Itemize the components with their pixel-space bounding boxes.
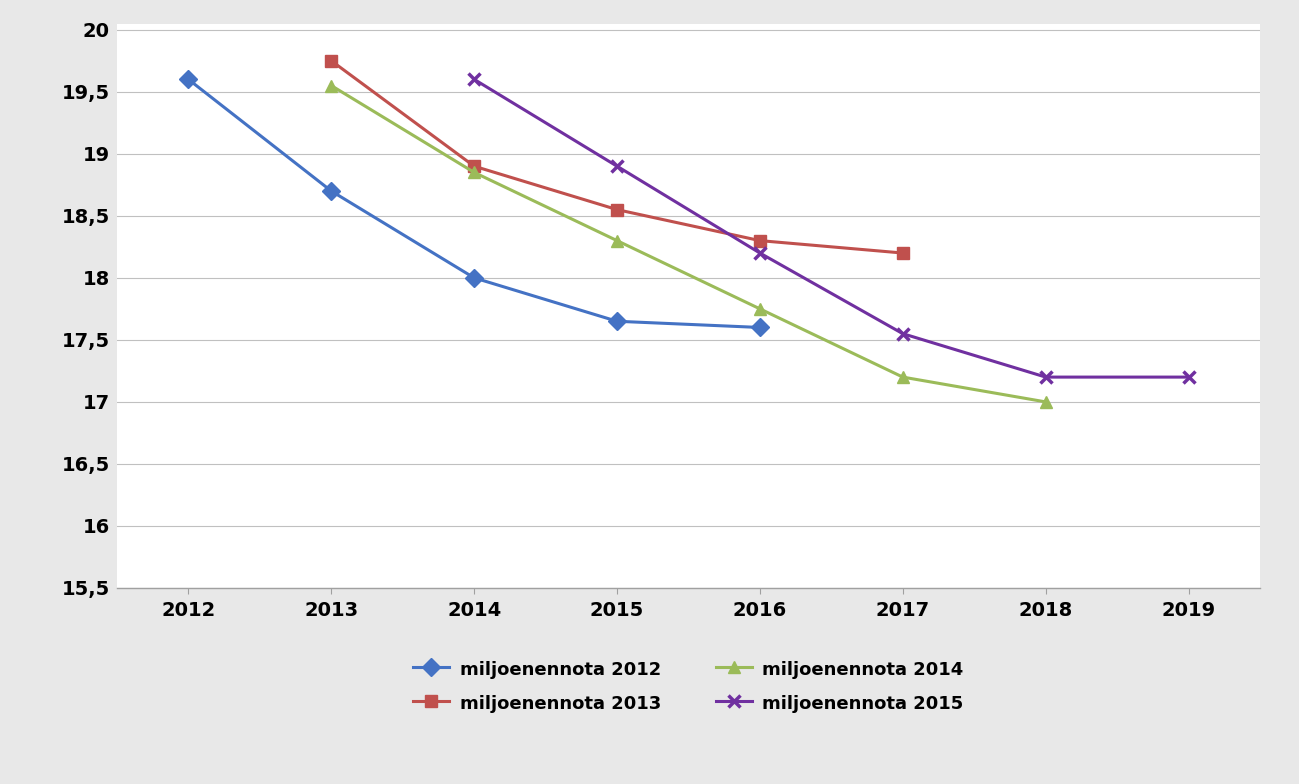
miljoenennota 2013: [895, 249, 911, 258]
miljoenennota 2012: [181, 74, 196, 84]
Line: miljoenennota 2013: miljoenennota 2013: [325, 55, 909, 260]
miljoenennota 2013: [609, 205, 625, 214]
Line: miljoenennota 2014: miljoenennota 2014: [325, 79, 1052, 408]
miljoenennota 2012: [323, 187, 339, 196]
miljoenennota 2013: [466, 162, 482, 171]
miljoenennota 2015: [609, 162, 625, 171]
miljoenennota 2014: [1038, 397, 1053, 407]
miljoenennota 2014: [323, 81, 339, 90]
miljoenennota 2013: [323, 56, 339, 65]
miljoenennota 2014: [609, 236, 625, 245]
Line: miljoenennota 2015: miljoenennota 2015: [468, 73, 1195, 383]
miljoenennota 2014: [752, 304, 768, 314]
Legend: miljoenennota 2012, miljoenennota 2013, miljoenennota 2014, miljoenennota 2015: miljoenennota 2012, miljoenennota 2013, …: [407, 652, 970, 720]
Line: miljoenennota 2012: miljoenennota 2012: [182, 73, 766, 334]
miljoenennota 2015: [895, 329, 911, 339]
miljoenennota 2014: [895, 372, 911, 382]
miljoenennota 2015: [466, 74, 482, 84]
miljoenennota 2012: [609, 317, 625, 326]
miljoenennota 2015: [752, 249, 768, 258]
miljoenennota 2013: [752, 236, 768, 245]
miljoenennota 2015: [1038, 372, 1053, 382]
miljoenennota 2012: [752, 323, 768, 332]
miljoenennota 2015: [1181, 372, 1196, 382]
miljoenennota 2012: [466, 273, 482, 282]
miljoenennota 2014: [466, 168, 482, 177]
